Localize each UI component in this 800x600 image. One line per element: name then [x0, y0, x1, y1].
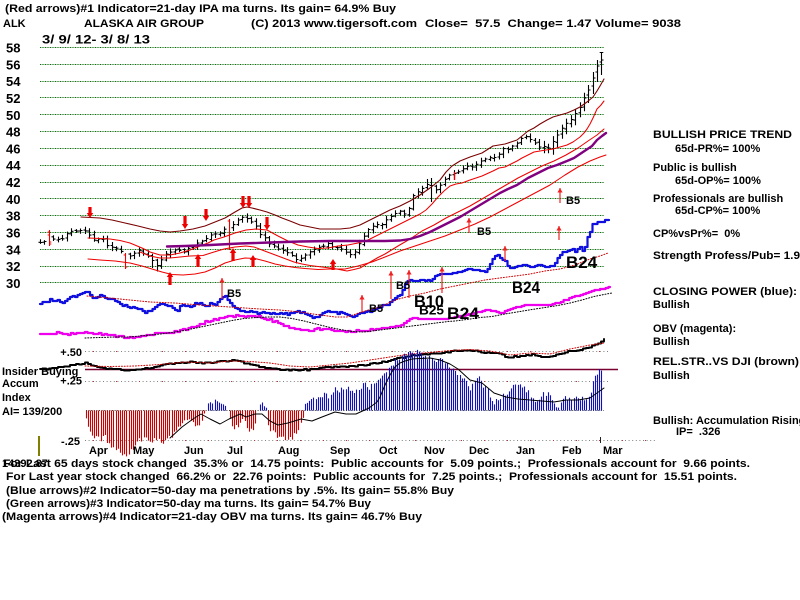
- svg-text:65d-CP%= 100%: 65d-CP%= 100%: [675, 205, 761, 217]
- svg-text:Strength Profess/Pub= 1.9: Strength Profess/Pub= 1.9: [653, 250, 800, 262]
- svg-text:42: 42: [6, 175, 20, 190]
- svg-text:(Magenta arrows)#4 Indicator=2: (Magenta arrows)#4 Indicator=21-day OBV …: [2, 511, 423, 523]
- svg-text:+.25: +.25: [60, 376, 82, 388]
- svg-text:56: 56: [6, 57, 20, 72]
- svg-text:14392.87: 14392.87: [2, 458, 48, 470]
- svg-text:65d-PR%= 100%: 65d-PR%= 100%: [675, 143, 761, 155]
- svg-text:65d-OP%= 100%: 65d-OP%= 100%: [675, 175, 761, 187]
- svg-text:Mar: Mar: [603, 445, 623, 457]
- svg-text:34: 34: [6, 242, 21, 257]
- svg-text:3/ 9/ 12- 3/ 8/ 13: 3/ 9/ 12- 3/ 8/ 13: [42, 33, 150, 47]
- svg-text:B24: B24: [512, 279, 541, 297]
- svg-text:B10: B10: [414, 293, 444, 311]
- svg-text:Bullish: Bullish: [653, 299, 690, 311]
- svg-text:B24: B24: [566, 253, 598, 272]
- svg-text:B5: B5: [566, 195, 580, 207]
- svg-text:(Red arrows)#1 Indicator=21-da: (Red arrows)#1 Indicator=21-day IPA ma t…: [5, 3, 397, 15]
- svg-text:For Last year stock changed 6: For Last year stock changed 66.2% or 22.…: [6, 471, 737, 483]
- svg-text:30: 30: [6, 276, 20, 291]
- svg-text:36: 36: [6, 226, 20, 241]
- svg-text:B5: B5: [477, 226, 491, 238]
- svg-text:B5: B5: [227, 288, 241, 300]
- svg-text:IP= .326: IP= .326: [676, 426, 720, 438]
- svg-text:Index: Index: [2, 392, 32, 404]
- svg-text:-.25: -.25: [61, 436, 80, 448]
- svg-text:Bullish: Bullish: [653, 370, 690, 382]
- svg-text:Dec: Dec: [469, 445, 489, 457]
- svg-text:CP%vsPr%= 0%: CP%vsPr%= 0%: [653, 228, 740, 240]
- svg-text:REL.STR..VS DJI (brown): REL.STR..VS DJI (brown): [653, 356, 799, 368]
- svg-text:58: 58: [6, 41, 20, 56]
- svg-text:B5: B5: [396, 280, 410, 292]
- svg-text:54: 54: [6, 74, 21, 89]
- svg-text:Accum: Accum: [2, 378, 39, 390]
- svg-text:ALK: ALK: [3, 18, 26, 30]
- svg-text:Sep: Sep: [330, 445, 350, 457]
- svg-text:Feb: Feb: [562, 445, 582, 457]
- svg-text:48: 48: [6, 125, 20, 140]
- svg-text:Jun: Jun: [184, 445, 204, 457]
- svg-text:52: 52: [6, 91, 20, 106]
- svg-text:Bullish: Bullish: [653, 336, 690, 348]
- svg-text:Nov: Nov: [424, 445, 446, 457]
- svg-text:Public is bullish: Public is bullish: [653, 162, 737, 174]
- svg-text:(Blue arrows)#2 Indicator=50-d: (Blue arrows)#2 Indicator=50-day ma pene…: [6, 485, 455, 497]
- svg-text:Apr: Apr: [89, 445, 109, 457]
- svg-text:B24: B24: [447, 305, 480, 323]
- svg-text:44: 44: [6, 158, 21, 173]
- svg-text:OBV (magenta):: OBV (magenta):: [653, 323, 736, 335]
- svg-text:B5: B5: [369, 303, 383, 315]
- svg-text:AI= 139/200: AI= 139/200: [2, 406, 62, 418]
- svg-text:CLOSING POWER (blue):: CLOSING POWER (blue):: [653, 286, 797, 298]
- svg-text:Oct: Oct: [379, 445, 398, 457]
- svg-text:May: May: [133, 445, 155, 457]
- svg-text:Insider Buying: Insider Buying: [2, 366, 78, 378]
- svg-text:40: 40: [6, 192, 20, 207]
- svg-text:+.50: +.50: [60, 347, 82, 359]
- svg-text:(C) 2013 www.tigersoft.com: (C) 2013 www.tigersoft.com: [251, 18, 417, 30]
- svg-text:(Green arrows)#3 Indicator=50-: (Green arrows)#3 Indicator=50-day ma tur…: [6, 498, 372, 510]
- svg-text:38: 38: [6, 209, 20, 224]
- svg-text:B25: B25: [419, 303, 444, 318]
- svg-text:Jul: Jul: [227, 445, 243, 457]
- svg-text:46: 46: [6, 141, 20, 156]
- svg-text:Aug: Aug: [278, 445, 299, 457]
- svg-text:For Last 65 days stock changed: For Last 65 days stock changed 35.3% or …: [3, 458, 750, 470]
- svg-text:32: 32: [6, 259, 20, 274]
- svg-text:Professionals are bullish: Professionals are bullish: [653, 193, 783, 205]
- svg-text:Jan: Jan: [516, 445, 535, 457]
- svg-text:50: 50: [6, 108, 20, 123]
- svg-text:Close= 57.5 Change= 1.47 Vol: Close= 57.5 Change= 1.47 Volume= 9038: [425, 18, 681, 30]
- svg-text:Bullish: Accumulation Rising: Bullish: Accumulation Rising: [653, 415, 800, 427]
- svg-text:ALASKA AIR GROUP: ALASKA AIR GROUP: [84, 18, 204, 30]
- svg-text:BULLISH PRICE TREND: BULLISH PRICE TREND: [653, 129, 792, 141]
